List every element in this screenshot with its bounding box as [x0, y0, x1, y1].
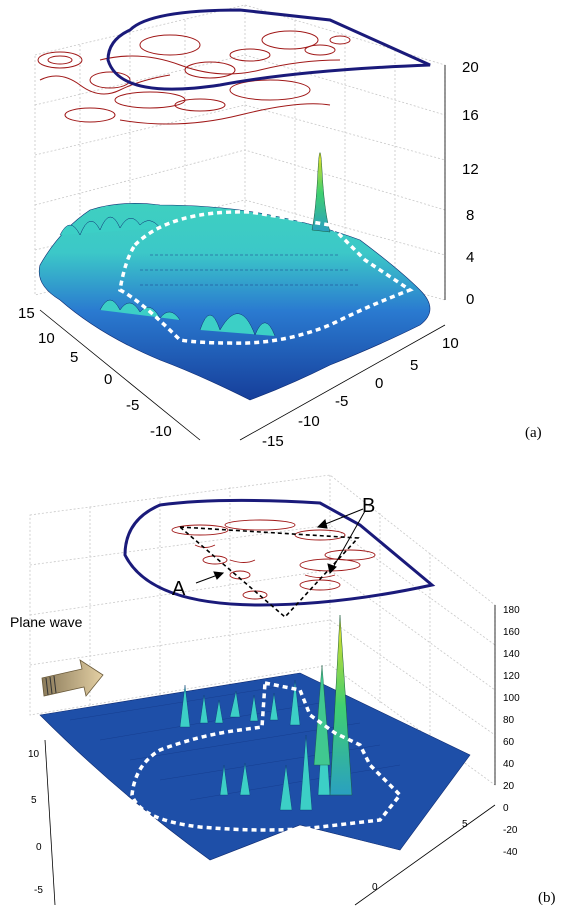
z-tick: 0 — [503, 803, 509, 814]
z-tick: 12 — [462, 161, 479, 178]
triangle-paths — [177, 526, 360, 619]
y-tick: 5 — [462, 819, 468, 830]
y-tick: -15 — [262, 433, 284, 450]
z-tick: 100 — [503, 693, 520, 704]
z-ticks-b: 180 160 140 120 100 80 60 40 20 0 -20 -4… — [503, 605, 520, 858]
z-tick: 8 — [466, 207, 474, 224]
x-tick: -5 — [34, 885, 43, 896]
x-tick: 15 — [18, 305, 35, 322]
outline-surface-b — [130, 680, 403, 832]
z-tick: -20 — [503, 825, 518, 836]
x-tick: 0 — [104, 371, 112, 388]
y-tick: -10 — [298, 413, 320, 430]
z-tick: 120 — [503, 671, 520, 682]
x-tick: 0 — [36, 842, 42, 853]
axes — [39, 65, 446, 441]
x-tick: -10 — [150, 423, 172, 440]
z-tick: 80 — [503, 715, 515, 726]
outline-top-b — [123, 498, 436, 607]
y-ticks-a: 10 5 0 -5 -10 -15 — [262, 335, 459, 450]
z-tick: 160 — [503, 627, 520, 638]
y-tick: 5 — [410, 357, 418, 374]
x-ticks-a: 15 10 5 0 -5 -10 — [18, 305, 172, 440]
panel-a: 20 16 12 8 4 0 15 10 5 0 -5 -10 10 5 0 -… — [0, 0, 563, 455]
x-tick: 5 — [31, 795, 37, 806]
z-tick: 20 — [462, 59, 479, 76]
outline-top — [106, 8, 431, 91]
z-tick: 4 — [466, 249, 474, 266]
plane-wave-arrow — [41, 659, 104, 697]
x-tick: 5 — [70, 349, 78, 366]
panel-b-plot: A B Plane wave 180 160 14 — [10, 474, 520, 906]
y-ticks-b: 0 5 — [372, 819, 468, 893]
z-tick: 140 — [503, 649, 520, 660]
z-tick: -40 — [503, 847, 518, 858]
y-tick: 10 — [442, 335, 459, 352]
surface — [38, 152, 431, 401]
x-ticks-b: 10 5 0 -5 — [28, 749, 43, 896]
outline-surface — [118, 210, 414, 345]
contour-projection-b — [171, 519, 376, 600]
z-tick: 60 — [503, 737, 515, 748]
y-tick: -5 — [335, 393, 348, 410]
z-ticks-a: 20 16 12 8 4 0 — [462, 59, 479, 308]
panel-a-plot: 20 16 12 8 4 0 15 10 5 0 -5 -10 10 5 0 -… — [18, 4, 479, 450]
panel-label-b: (b) — [538, 890, 556, 906]
plane-wave-label: Plane wave — [10, 614, 83, 630]
z-tick: 16 — [462, 107, 479, 124]
x-tick: 10 — [28, 749, 40, 760]
label-a: A — [172, 578, 186, 600]
z-tick: 40 — [503, 759, 515, 770]
label-b: B — [362, 495, 375, 517]
z-tick: 20 — [503, 781, 515, 792]
panel-b: A B Plane wave 180 160 14 — [0, 465, 563, 920]
z-tick: 180 — [503, 605, 520, 616]
y-tick: 0 — [375, 375, 383, 392]
surface-b — [39, 614, 471, 861]
z-tick: 0 — [466, 291, 474, 308]
annotation-arrows — [195, 508, 366, 584]
axes-b — [44, 605, 496, 906]
panel-label-a: (a) — [525, 425, 542, 441]
contour-projection — [37, 30, 351, 125]
x-tick: -5 — [126, 397, 139, 414]
y-tick: 0 — [372, 882, 378, 893]
x-tick: 10 — [38, 330, 55, 347]
